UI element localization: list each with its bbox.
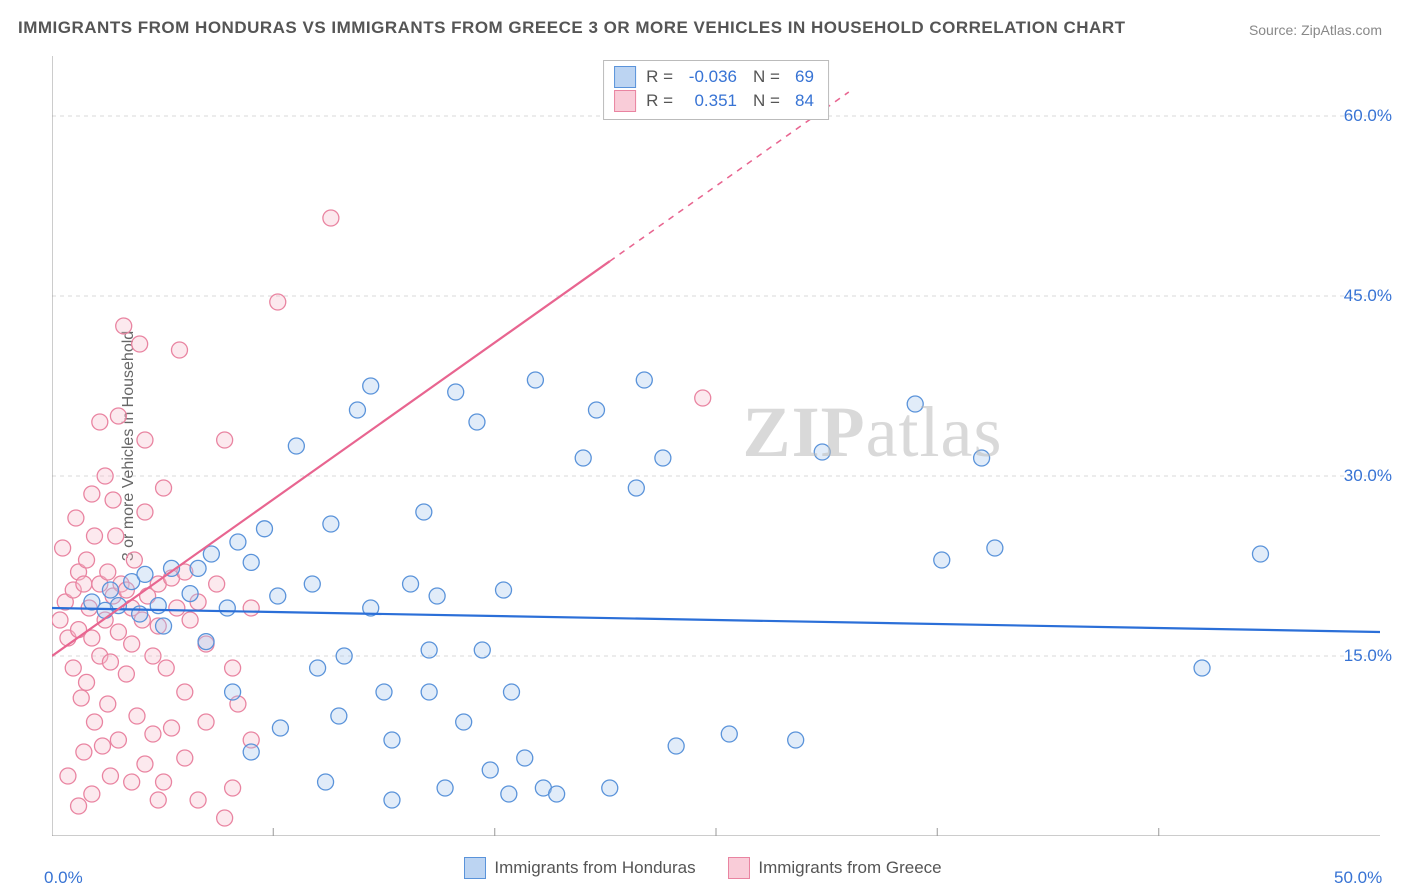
swatch-honduras — [614, 66, 636, 88]
swatch-greece — [614, 90, 636, 112]
stats-row-greece: R = 0.351 N = 84 — [614, 89, 814, 113]
chart-container: 3 or more Vehicles in Household ZIPatlas… — [52, 56, 1380, 836]
r-value-greece: 0.351 — [673, 89, 737, 113]
n-label: N = — [753, 65, 780, 89]
legend-label-honduras: Immigrants from Honduras — [494, 858, 695, 878]
bottom-legend: Immigrants from Honduras Immigrants from… — [0, 857, 1406, 884]
stats-row-honduras: R = -0.036 N = 69 — [614, 65, 814, 89]
legend-label-greece: Immigrants from Greece — [758, 858, 941, 878]
swatch-honduras — [464, 857, 486, 879]
r-label: R = — [646, 89, 673, 113]
y-tick-label: 60.0% — [1344, 106, 1392, 126]
n-value-greece: 84 — [780, 89, 814, 113]
legend-item-honduras: Immigrants from Honduras — [464, 857, 695, 879]
scatter-plot — [52, 56, 1380, 836]
legend-item-greece: Immigrants from Greece — [728, 857, 941, 879]
chart-title: IMMIGRANTS FROM HONDURAS VS IMMIGRANTS F… — [18, 18, 1125, 38]
r-label: R = — [646, 65, 673, 89]
source-attribution: Source: ZipAtlas.com — [1249, 22, 1382, 38]
y-tick-label: 45.0% — [1344, 286, 1392, 306]
y-tick-label: 30.0% — [1344, 466, 1392, 486]
n-label: N = — [753, 89, 780, 113]
y-tick-label: 15.0% — [1344, 646, 1392, 666]
n-value-honduras: 69 — [780, 65, 814, 89]
swatch-greece — [728, 857, 750, 879]
stats-legend: R = -0.036 N = 69 R = 0.351 N = 84 — [603, 60, 829, 120]
r-value-honduras: -0.036 — [673, 65, 737, 89]
